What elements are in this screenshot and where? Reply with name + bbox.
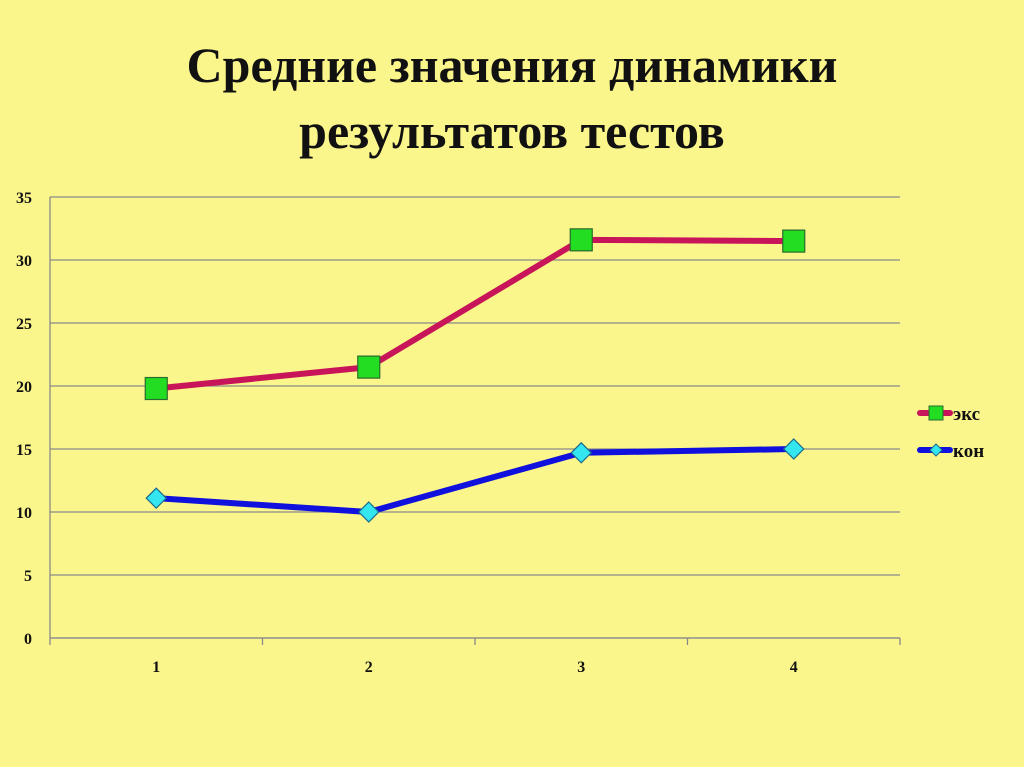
legend-label-1: кон [953, 441, 984, 462]
y-tick-label-2: 10 [16, 505, 32, 522]
y-tick-label-7: 35 [16, 190, 32, 207]
x-tick-label-1: 2 [365, 659, 373, 676]
point-0-2 [569, 228, 593, 252]
y-tick-label-4: 20 [16, 379, 32, 396]
point-0-0 [144, 376, 168, 401]
y-tick-label-0: 0 [24, 631, 32, 648]
series-line-0 [153, 236, 797, 392]
legend-marker-1 [929, 443, 943, 457]
x-tick-label-2: 3 [577, 659, 585, 676]
legend-label-0: экс [953, 404, 980, 425]
point-1-1 [357, 501, 380, 523]
y-tick-label-5: 25 [16, 316, 32, 333]
y-tick-label-6: 30 [16, 253, 32, 270]
title-line-1: Средние значения динамики [186, 37, 838, 93]
point-1-3 [782, 438, 805, 460]
chart-title: Средние значения динамики результатов те… [0, 32, 1024, 164]
point-1-2 [570, 441, 593, 464]
point-0-3 [782, 229, 806, 253]
series-line-1 [153, 446, 797, 515]
x-tick-label-0: 1 [152, 659, 160, 676]
legend-marker-0 [928, 405, 944, 421]
title-line-2: результатов тестов [299, 103, 725, 159]
point-1-0 [145, 487, 168, 509]
y-tick-label-1: 5 [24, 568, 32, 585]
x-tick-label-3: 4 [790, 659, 798, 676]
point-0-1 [357, 355, 381, 379]
y-tick-label-3: 15 [16, 442, 32, 459]
